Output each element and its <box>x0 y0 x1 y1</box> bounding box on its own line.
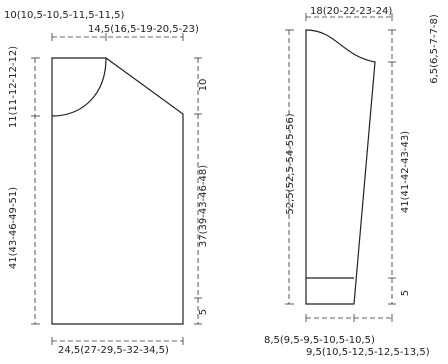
side-length-label: 37(39-43-46-48) <box>198 165 209 247</box>
sleeve-length-label: 41(41-42-43-43) <box>400 131 411 213</box>
body-piece: 10(10,5-10,5-11,5-11,5) 14,5(16,5-19-20,… <box>4 10 209 356</box>
cuff-height-label: 5 <box>400 290 411 296</box>
neck-width-label: 14,5(16,5-19-20,5-23) <box>88 24 199 35</box>
body-length-label: 41(43-46-49-51) <box>8 187 19 269</box>
neck-depth-label: 11(11-12-12-12) <box>8 46 19 128</box>
body-outline <box>51 57 184 325</box>
armhole-depth-label: 10 <box>198 79 209 92</box>
edge-height-label: 5 <box>198 309 209 315</box>
sleeve-outline <box>305 29 376 305</box>
neckline-curve <box>51 57 107 117</box>
sleeve-top-width-label: 18(20-22-23-24) <box>310 6 392 17</box>
cap-height-label: 6,5(6,5-7-7-8) <box>429 14 440 84</box>
sleeve-piece: 18(20-22-23-24) 6,5(6,5-7-7-8) 52,5(52,5… <box>264 6 440 358</box>
sleeve-total-length-label: 52,5(52,5-54-55-56) <box>285 113 296 214</box>
shoulder-width-label: 10(10,5-10,5-11,5-11,5) <box>4 10 125 21</box>
cuff-width-total-label: 9,5(10,5-12,5-12,5-13,5) <box>306 347 430 358</box>
bottom-width-label: 24,5(27-29,5-32-34,5) <box>58 345 169 356</box>
cuff-width-label: 8,5(9,5-9,5-10,5-10,5) <box>264 335 375 346</box>
